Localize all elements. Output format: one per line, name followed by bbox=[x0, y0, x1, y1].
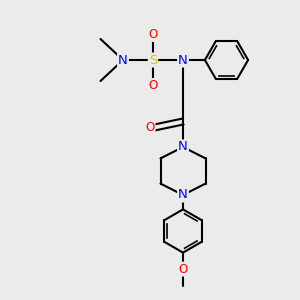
Text: N: N bbox=[178, 188, 188, 202]
Text: N: N bbox=[178, 53, 188, 67]
Text: O: O bbox=[146, 121, 154, 134]
Text: O: O bbox=[178, 262, 188, 276]
Text: O: O bbox=[148, 28, 158, 41]
Text: N: N bbox=[118, 53, 128, 67]
Text: N: N bbox=[178, 140, 188, 154]
Text: S: S bbox=[149, 53, 157, 67]
Text: O: O bbox=[148, 79, 158, 92]
